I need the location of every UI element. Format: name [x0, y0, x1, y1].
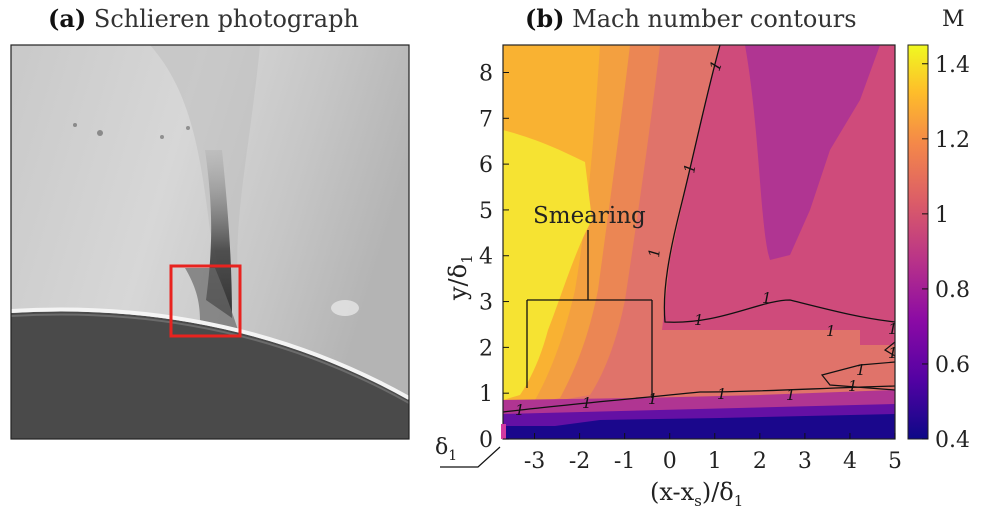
contour-label: 1: [888, 344, 898, 362]
y-tick-label: 7: [479, 107, 493, 132]
region-purple-core: [745, 45, 880, 260]
contour-label: 1: [717, 385, 727, 403]
panel-b-tag: (b): [525, 4, 565, 33]
panel-b-title: (b) Mach number contours: [525, 4, 857, 33]
contour-label: 1: [680, 162, 699, 175]
photo-frame: [10, 44, 410, 440]
plot-frame: [502, 44, 896, 440]
contour-label: 1: [515, 401, 525, 419]
y-axis: 0 1 2 3 4 5 6 7 8: [479, 61, 509, 453]
panel-b-title-text: Mach number contours: [572, 5, 857, 33]
sonic-line-lower: [503, 385, 895, 413]
region-salmon-edge: [860, 330, 895, 345]
y-tick-label: 0: [479, 428, 493, 453]
contour-label: 1: [645, 247, 664, 258]
y-tick-label: 3: [479, 291, 493, 316]
contour-field: [503, 45, 895, 439]
colorbar-tick-label: 1: [935, 203, 949, 228]
smearing-annotation: Smearing: [526, 203, 653, 398]
contour-labels: 1 1 1 1 1 1 1 1 1 1 1 1 1 1 1: [515, 58, 898, 419]
smearing-label: Smearing: [533, 203, 646, 229]
region-yellow: [503, 130, 592, 400]
y-tick-label: 8: [479, 61, 493, 86]
y-tick-label: 5: [479, 199, 493, 224]
colorbar-label: M: [942, 7, 965, 32]
contour-label: 1: [648, 390, 658, 408]
colorbar: [907, 44, 929, 440]
highlight-box: [169, 264, 242, 338]
panel-a-tag: (a): [48, 4, 87, 33]
colorbar-tick-label: 0.8: [935, 278, 970, 303]
contour-label: 1: [786, 386, 796, 404]
contour-label: 1: [826, 322, 836, 340]
contour-label: 1: [694, 311, 704, 329]
region-wall: [503, 426, 895, 439]
colorbar-tick-label: 0.6: [935, 353, 970, 378]
x-tick-label: -2: [569, 449, 590, 474]
x-tick-label: 2: [753, 449, 767, 474]
panel-a-title: (a) Schlieren photograph: [48, 4, 359, 33]
contour-label: 1: [582, 394, 592, 412]
colorbar-tick-label: 0.4: [935, 428, 970, 453]
x-tick-label: -3: [524, 449, 545, 474]
contour-label: 1: [856, 361, 866, 379]
contour-label: 1: [762, 289, 772, 307]
panel-a-title-text: Schlieren photograph: [93, 5, 359, 33]
x-tick-label: 4: [843, 449, 857, 474]
sonic-line-upper: [663, 45, 895, 323]
x-tick-label: 3: [798, 449, 812, 474]
contour-label: 1: [848, 377, 858, 395]
colorbar-tick-label: 1.2: [935, 128, 970, 153]
sonic-line-bubble: [820, 361, 895, 391]
x-tick-label: 5: [888, 449, 902, 474]
schlieren-photo: [11, 45, 409, 439]
colorbar-ticks: 0.4 0.6 0.8 1 1.2 1.4: [922, 53, 970, 453]
wall-edge-marker: [501, 424, 506, 439]
delta-tick-label: δ1: [435, 435, 457, 464]
x-tick-label: 0: [663, 449, 677, 474]
sonic-line-edge: [883, 341, 895, 357]
y-tick-label: 6: [479, 153, 493, 178]
colorbar-tick-label: 1.4: [935, 53, 970, 78]
y-axis-label: y/δ1: [444, 254, 476, 301]
x-tick-label: 1: [708, 449, 722, 474]
x-axis-label: (x-xs)/δ1: [650, 478, 743, 510]
y-tick-label: 2: [479, 336, 493, 361]
x-tick-label: -1: [614, 449, 635, 474]
contour-label: 1: [888, 320, 898, 338]
x-axis: -3 -2 -1 0 1 2 3 4 5: [524, 433, 902, 474]
y-tick-label: 4: [479, 245, 493, 270]
y-tick-label: 1: [479, 382, 493, 407]
